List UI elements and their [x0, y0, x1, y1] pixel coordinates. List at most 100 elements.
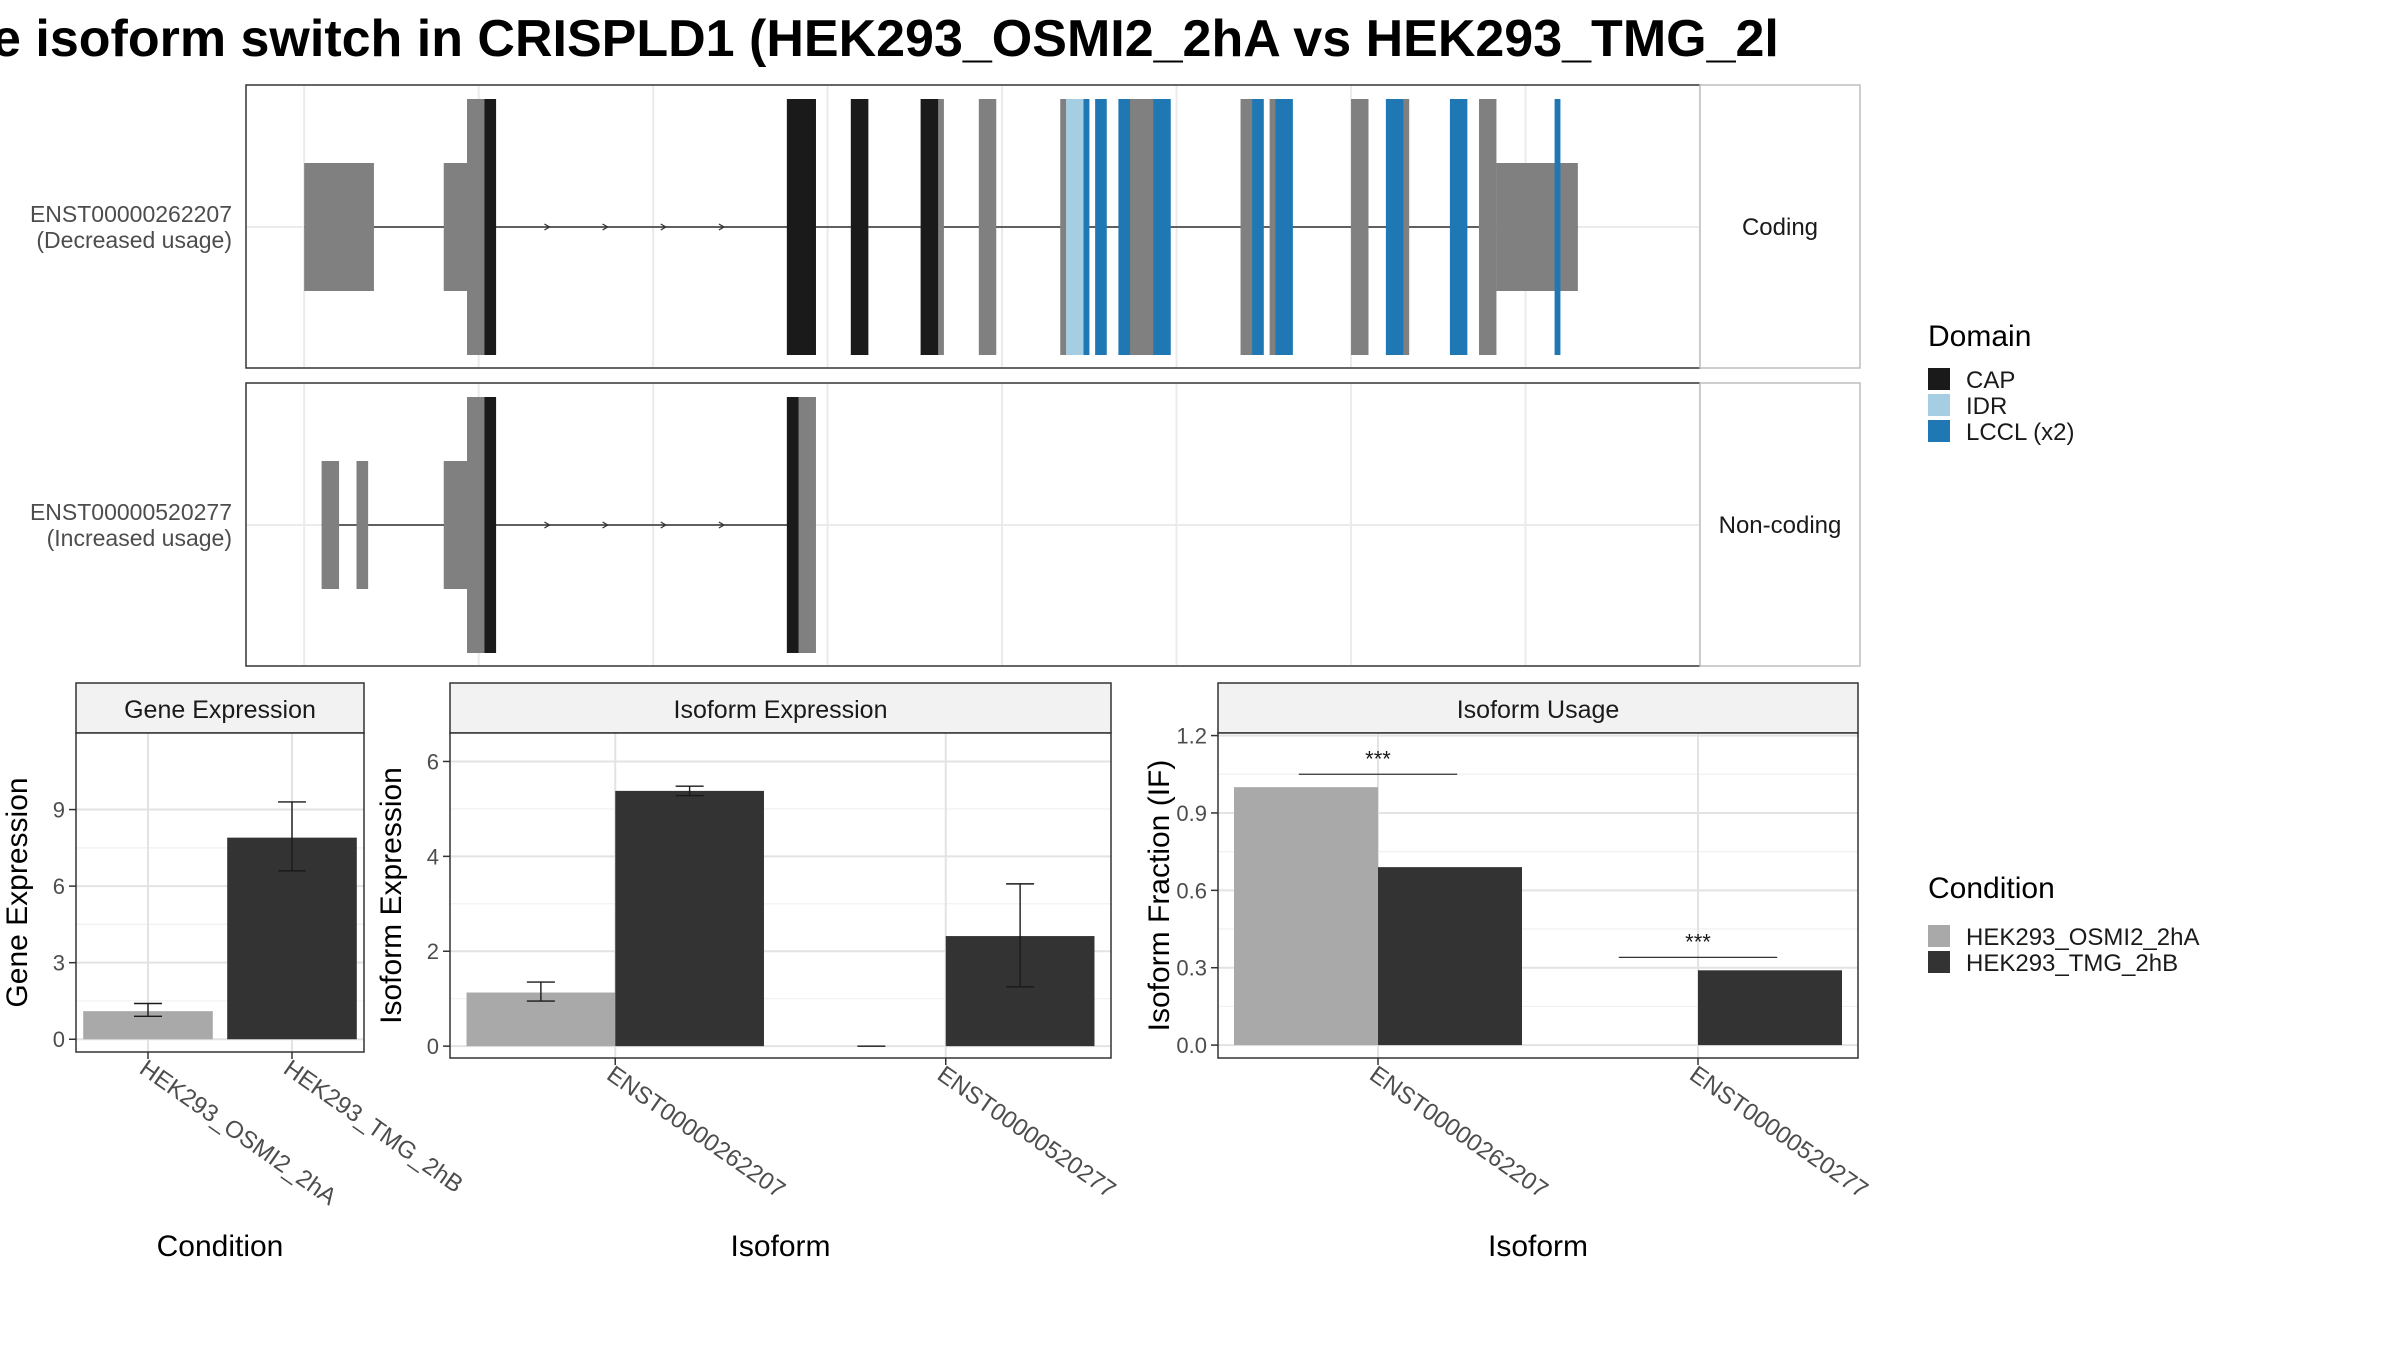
domain-segment: [1095, 99, 1107, 355]
domain-legend-title: Domain: [1928, 320, 2031, 353]
structure-panel-noncoding: Non-coding ENST00000520277 (Increased us…: [30, 382, 1861, 667]
legend-swatch-tmg: [1928, 951, 1950, 973]
significance-label: ***: [1365, 746, 1391, 771]
domain-segment: [1083, 99, 1090, 355]
domain-segment: [1252, 99, 1264, 355]
y-tick-label: 6: [53, 874, 65, 899]
legend-label-idr: IDR: [1966, 393, 2007, 420]
chart-strip: [75, 682, 365, 734]
y-tick-label: 1.2: [1176, 724, 1207, 749]
strip-label-noncoding: Non-coding: [1719, 512, 1842, 539]
y-tick-label: 0: [427, 1034, 439, 1059]
strip-label-coding: Coding: [1742, 214, 1818, 241]
x-tick-label: ENST00000520277: [1685, 1061, 1873, 1204]
transcript-id-2: ENST00000520277: [30, 499, 232, 525]
y-axis-title: Isoform Expression: [375, 767, 408, 1024]
exon-coding: [1351, 99, 1369, 355]
domain-segment: [786, 397, 799, 653]
domain-segment: [786, 99, 816, 355]
significance-label: ***: [1685, 929, 1711, 954]
y-tick-label: 0: [53, 1027, 65, 1052]
structure-panel-2-track: [321, 397, 816, 653]
exon-utr: [1496, 163, 1578, 291]
exon-utr: [356, 461, 369, 589]
legend-swatch-osmi2: [1928, 925, 1950, 947]
domain-segment: [1554, 99, 1561, 355]
x-axis-title: Isoform: [1488, 1230, 1588, 1263]
intron-direction-arrow: [660, 521, 668, 529]
y-tick-label: 6: [427, 749, 439, 774]
isoform-expression-chart: Isoform Expression 0 2 4 6 ENST00000262207 ENS…: [375, 682, 1121, 1263]
transcript-note-2: (Increased usage): [47, 525, 232, 551]
condition-legend: Condition HEK293_OSMI2_2hA HEK293_TMG_2h…: [1928, 872, 2199, 977]
y-tick-label: 0.9: [1176, 801, 1207, 826]
y-tick-label: 2: [427, 939, 439, 964]
domain-segment: [1275, 99, 1293, 355]
legend-swatch-cap: [1928, 368, 1950, 390]
domain-segment: [1153, 99, 1171, 355]
legend-label-cap: CAP: [1966, 367, 2015, 394]
exon-coding: [1478, 99, 1497, 355]
x-axis-title: Condition: [157, 1230, 284, 1263]
transcript-id-1: ENST00000262207: [30, 201, 232, 227]
intron-direction-arrow: [602, 223, 609, 231]
legend-label-lccl: LCCL (x2): [1966, 419, 2074, 446]
domain-segment: [1118, 99, 1131, 355]
domain-segment: [1385, 99, 1404, 355]
y-tick-label: 9: [53, 798, 65, 823]
transcript-note-1: (Decreased usage): [36, 227, 232, 253]
exon-utr: [443, 163, 468, 291]
intron-direction-arrow: [544, 223, 551, 231]
chart-frame: [1217, 732, 1859, 1059]
condition-legend-title: Condition: [1928, 872, 2055, 905]
domain-segment: [1066, 99, 1084, 355]
legend-swatch-idr: [1928, 394, 1950, 416]
isoform-usage-chart: Isoform Usage 0.0 0.3 0.6 0.9 1.2 *** *** ENST00…: [1143, 682, 1873, 1263]
y-tick-label: 3: [53, 951, 65, 976]
strip-panel-1: [1699, 84, 1861, 369]
chart-strip: [1217, 682, 1859, 734]
figure-title: e isoform switch in CRISPLD1 (HEK293_OSM…: [0, 10, 1779, 68]
y-tick-label: 0.3: [1176, 956, 1207, 981]
y-axis-title: Gene Expression: [1, 777, 34, 1007]
legend-label-tmg: HEK293_TMG_2hB: [1966, 950, 2178, 977]
gene-expression-chart: Gene Expression0369HEK293_OSMI2_2hAHEK29…: [1, 682, 468, 1263]
domain-segment: [484, 99, 497, 355]
bar: [1378, 867, 1522, 1046]
legend-swatch-lccl: [1928, 420, 1950, 442]
intron-direction-arrow: [718, 223, 726, 231]
bar: [1698, 970, 1842, 1046]
domain-legend: Domain CAP IDR LCCL (x2): [1928, 320, 2074, 446]
structure-panel-coding: Coding ENST00000262207 (Decreased usage): [30, 84, 1861, 369]
intron-direction-arrow: [718, 521, 726, 529]
y-tick-label: 4: [427, 844, 439, 869]
chart-title: Isoform Usage: [1457, 696, 1620, 724]
legend-label-osmi2: HEK293_OSMI2_2hA: [1966, 924, 2199, 951]
strip-panel-2: [1699, 382, 1861, 667]
domain-segment: [1449, 99, 1468, 355]
structure-panel-1-track: [304, 99, 1578, 355]
x-tick-label: ENST00000262207: [1365, 1061, 1553, 1204]
y-tick-label: 0.0: [1176, 1033, 1207, 1058]
chart-strip: [449, 682, 1112, 734]
x-tick-label: ENST00000520277: [932, 1061, 1120, 1204]
x-tick-label: ENST00000262207: [602, 1061, 790, 1204]
bar: [615, 790, 764, 1047]
y-tick-label: 0.6: [1176, 878, 1207, 903]
domain-segment: [484, 397, 497, 653]
chart-frame: [75, 732, 365, 1053]
chart-title: Gene Expression: [124, 696, 316, 724]
intron-direction-arrow: [602, 521, 609, 529]
exon-coding: [978, 99, 997, 355]
intron-direction-arrow: [544, 521, 551, 529]
chart-title: Isoform Expression: [674, 696, 888, 724]
y-axis-title: Isoform Fraction (IF): [1143, 760, 1176, 1032]
x-axis-title: Isoform: [730, 1230, 830, 1263]
bar: [1234, 787, 1378, 1046]
exon-utr: [321, 461, 340, 589]
exon-utr: [443, 461, 468, 589]
chart-frame: [449, 732, 1112, 1059]
domain-segment: [920, 99, 939, 355]
intron-direction-arrow: [660, 223, 668, 231]
